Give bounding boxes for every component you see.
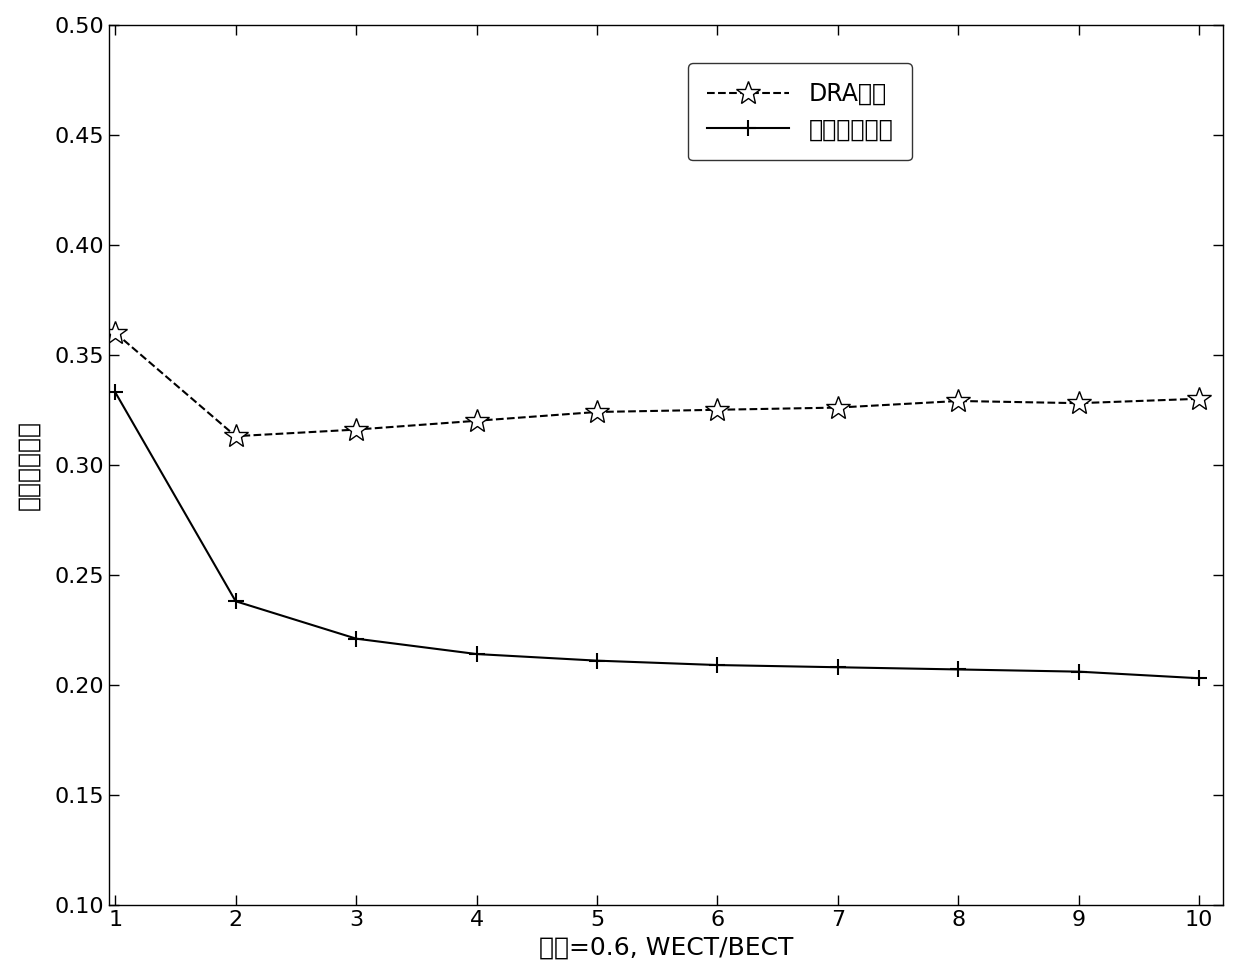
Line: 本发明的方法: 本发明的方法: [107, 384, 1208, 686]
本发明的方法: [108, 386, 123, 398]
DRA算法: [108, 327, 123, 339]
Legend: DRA算法, 本发明的方法: DRA算法, 本发明的方法: [688, 62, 911, 160]
DRA算法: [348, 424, 363, 435]
本发明的方法: [589, 655, 604, 667]
本发明的方法: [1192, 672, 1207, 684]
DRA算法: [1071, 397, 1086, 409]
DRA算法: [469, 415, 484, 427]
Y-axis label: 归一化的能耗: 归一化的能耗: [16, 420, 41, 509]
本发明的方法: [348, 632, 363, 644]
DRA算法: [831, 402, 846, 414]
本发明的方法: [1071, 666, 1086, 677]
DRA算法: [589, 406, 604, 418]
本发明的方法: [711, 659, 725, 671]
本发明的方法: [228, 595, 243, 607]
本发明的方法: [469, 648, 484, 660]
X-axis label: 负载=0.6, WECT/BECT: 负载=0.6, WECT/BECT: [539, 935, 794, 959]
Line: DRA算法: DRA算法: [103, 320, 1211, 449]
DRA算法: [711, 404, 725, 416]
本发明的方法: [951, 664, 966, 675]
DRA算法: [1192, 393, 1207, 405]
DRA算法: [228, 430, 243, 442]
DRA算法: [951, 395, 966, 407]
本发明的方法: [831, 662, 846, 673]
